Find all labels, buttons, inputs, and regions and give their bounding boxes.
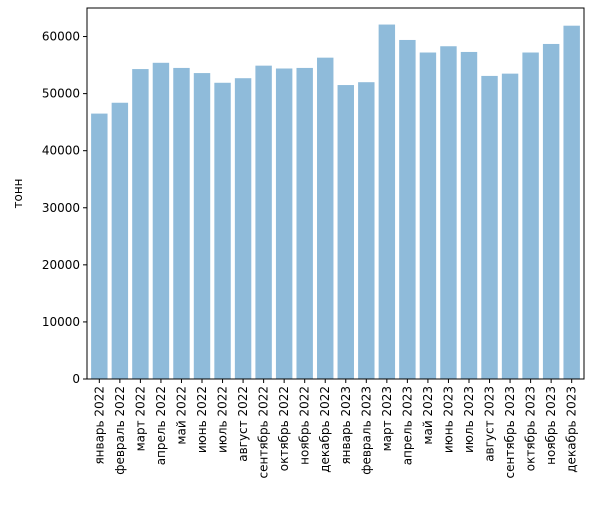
x-tick-label: февраль 2022 [113, 386, 127, 475]
bar-20 [481, 75, 498, 379]
x-tick-label: июль 2023 [462, 386, 476, 453]
bar-2 [111, 102, 129, 380]
x-tick-label: март 2022 [133, 386, 147, 451]
bar-9 [255, 65, 272, 379]
plot-frame [86, 7, 585, 380]
bar-1 [91, 113, 108, 379]
x-axis: январь 2022 февраль 2022 март 2022 апрель 2… [92, 379, 579, 478]
bars-group [91, 24, 580, 380]
bar-10 [275, 68, 293, 380]
x-tick-label: июнь 2022 [195, 386, 209, 453]
y-axis: 0 10000 20000 30000 40000 50000 60000 [42, 30, 87, 386]
x-tick-label: май 2023 [421, 386, 435, 445]
bar-16 [399, 39, 416, 380]
x-tick-label: сентябрь 2022 [257, 386, 271, 478]
bar-15 [378, 24, 396, 379]
bar-19 [460, 51, 478, 380]
x-tick-label: август 2022 [236, 386, 250, 462]
x-tick-label: февраль 2023 [359, 386, 373, 475]
x-tick-label: декабрь 2023 [565, 386, 579, 473]
bar-22 [522, 52, 539, 380]
x-tick-label: январь 2022 [92, 386, 106, 465]
bar-17 [419, 52, 437, 380]
x-tick-label: октябрь 2023 [524, 386, 538, 471]
bar-18 [440, 46, 457, 379]
x-tick-label: декабрь 2022 [318, 386, 332, 473]
bar-7 [214, 82, 231, 380]
x-tick-label: июнь 2023 [441, 386, 455, 453]
y-tick-label: 30000 [42, 201, 80, 215]
x-tick-label: август 2023 [483, 386, 497, 462]
x-tick-label: сентябрь 2023 [503, 386, 517, 478]
bar-5 [173, 67, 190, 379]
x-tick-label: апрель 2023 [400, 386, 414, 465]
x-tick-label: ноябрь 2022 [298, 386, 312, 465]
x-tick-label: ноябрь 2023 [544, 386, 558, 465]
bar-13 [337, 85, 354, 380]
y-tick-label: 50000 [42, 87, 80, 101]
bar-12 [317, 57, 334, 379]
x-tick-label: январь 2023 [339, 386, 353, 465]
bar-14 [358, 82, 375, 379]
x-tick-label: апрель 2022 [154, 386, 168, 465]
bar-23 [542, 43, 560, 379]
y-axis-label: тонн [11, 178, 25, 208]
bar-21 [501, 73, 519, 379]
bar-4 [152, 62, 170, 379]
y-tick-label: 10000 [42, 315, 80, 329]
y-tick-label: 40000 [42, 144, 80, 158]
bar-8 [234, 78, 252, 379]
x-tick-label: май 2022 [174, 386, 188, 445]
bar-11 [296, 67, 313, 379]
x-tick-label: октябрь 2022 [277, 386, 291, 471]
x-tick-label: март 2023 [380, 386, 394, 451]
bar-3 [132, 69, 149, 379]
y-tick-label: 20000 [42, 258, 80, 272]
y-tick-label: 60000 [42, 30, 80, 44]
x-tick-label: июль 2022 [216, 386, 230, 453]
y-tick-label: 0 [72, 372, 80, 386]
bar-6 [193, 73, 211, 380]
bar-24 [563, 25, 580, 379]
